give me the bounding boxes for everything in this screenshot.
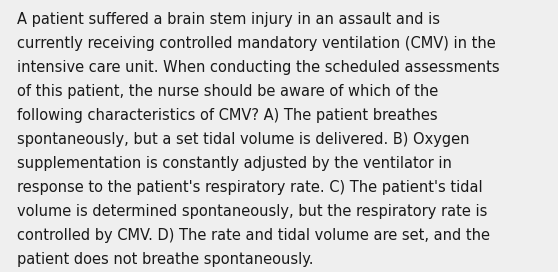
- Text: controlled by CMV. D) The rate and tidal volume are set, and the: controlled by CMV. D) The rate and tidal…: [17, 228, 490, 243]
- Text: intensive care unit. When conducting the scheduled assessments: intensive care unit. When conducting the…: [17, 60, 499, 75]
- Text: response to the patient's respiratory rate. C) The patient's tidal: response to the patient's respiratory ra…: [17, 180, 482, 195]
- Text: of this patient, the nurse should be aware of which of the: of this patient, the nurse should be awa…: [17, 84, 438, 99]
- Text: supplementation is constantly adjusted by the ventilator in: supplementation is constantly adjusted b…: [17, 156, 451, 171]
- Text: volume is determined spontaneously, but the respiratory rate is: volume is determined spontaneously, but …: [17, 204, 487, 219]
- Text: A patient suffered a brain stem injury in an assault and is: A patient suffered a brain stem injury i…: [17, 12, 440, 27]
- Text: spontaneously, but a set tidal volume is delivered. B) Oxygen: spontaneously, but a set tidal volume is…: [17, 132, 469, 147]
- Text: currently receiving controlled mandatory ventilation (CMV) in the: currently receiving controlled mandatory…: [17, 36, 496, 51]
- Text: patient does not breathe spontaneously.: patient does not breathe spontaneously.: [17, 252, 313, 267]
- Text: following characteristics of CMV? A) The patient breathes: following characteristics of CMV? A) The…: [17, 108, 437, 123]
